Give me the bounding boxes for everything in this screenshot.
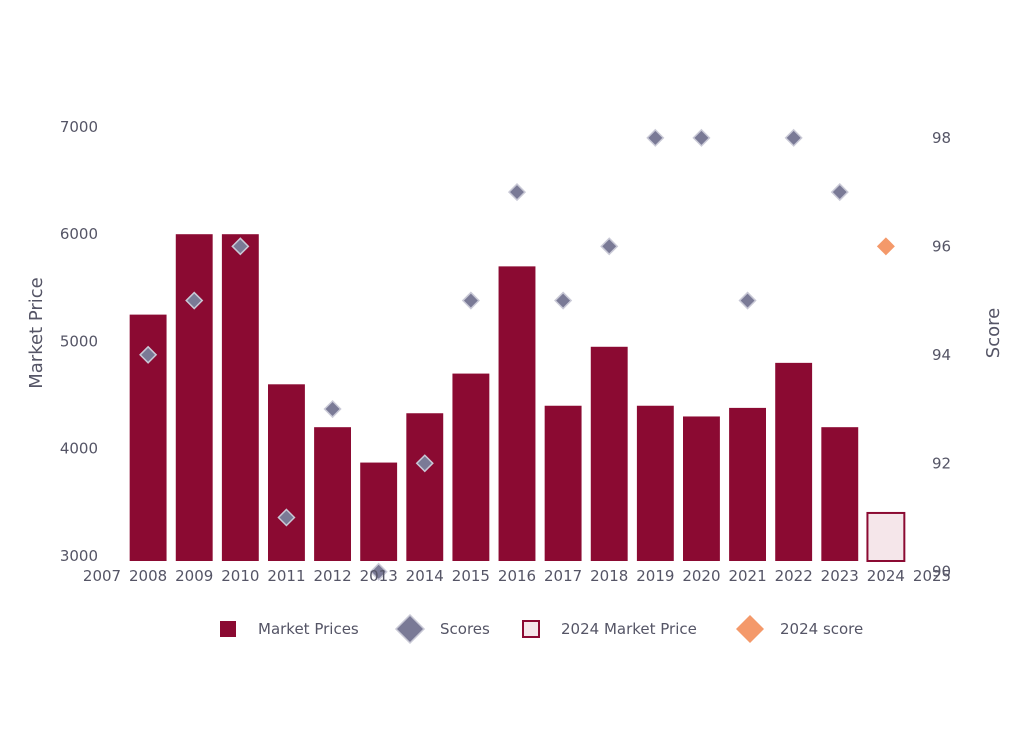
point-2024-score-2024 <box>876 237 895 256</box>
y-tick-label: 4000 <box>60 440 98 458</box>
y2-tick-label: 94 <box>932 346 951 364</box>
legend-label-scores: Scores <box>440 620 490 638</box>
bar-market-prices-2009 <box>175 234 213 562</box>
x-tick-label: 2023 <box>821 567 859 585</box>
point-scores-2020 <box>692 128 711 147</box>
x-tick-label: 2018 <box>590 567 628 585</box>
x-tick-label: 2007 <box>83 567 121 585</box>
x-tick-label: 2017 <box>544 567 582 585</box>
bar-market-prices-2011 <box>268 384 305 561</box>
x-tick-label: 2009 <box>175 567 213 585</box>
point-scores-2011 <box>277 508 296 527</box>
x-tick-label: 2015 <box>452 567 490 585</box>
legend-label-market-prices: Market Prices <box>258 620 359 638</box>
legend-swatch-2024-score <box>736 615 764 643</box>
bar-market-prices-2010 <box>221 234 259 562</box>
x-tick-label: 2019 <box>636 567 674 585</box>
point-scores-2010 <box>231 237 250 256</box>
y-axis-title: Market Price <box>26 277 47 389</box>
bar-market-prices-2022 <box>775 362 813 561</box>
bar-market-prices-2013 <box>360 462 398 561</box>
x-axis: 2007 2008 2009 2010 2011 2012 2013 2014 2015 2016… <box>83 567 951 585</box>
y2-tick-label: 96 <box>932 237 951 255</box>
legend-swatch-scores <box>394 613 426 645</box>
bar-market-prices-2016 <box>498 266 536 561</box>
y2-tick-label: 98 <box>932 129 951 147</box>
legend-swatch-market-prices <box>220 621 236 637</box>
bar-market-prices-2021 <box>729 407 766 561</box>
point-scores-2019 <box>646 128 665 147</box>
point-scores-2008 <box>139 345 158 364</box>
y-tick-label: 7000 <box>60 118 98 136</box>
point-scores-2022 <box>784 128 803 147</box>
x-tick-label: 2012 <box>313 567 351 585</box>
y2-tick-label: 92 <box>932 454 951 472</box>
y-axis-right: 90 92 94 96 98 <box>932 129 951 581</box>
x-tick-label: 2013 <box>360 567 398 585</box>
x-tick-label: 2022 <box>775 567 813 585</box>
point-scores-2016 <box>507 183 527 202</box>
legend-label-2024-score: 2024 score <box>780 620 863 638</box>
point-scores-2015 <box>461 291 480 310</box>
point-scores-2012 <box>323 399 342 419</box>
x-tick-label: 2010 <box>221 567 259 585</box>
x-tick-label: 2014 <box>406 567 444 585</box>
markers-layer <box>139 128 895 581</box>
x-tick-label: 2011 <box>267 567 305 585</box>
x-tick-label: 2008 <box>129 567 167 585</box>
bar-market-prices-2014 <box>406 413 444 561</box>
y2-tick-label: 90 <box>932 563 951 581</box>
bar-market-prices-2023 <box>821 427 859 561</box>
x-tick-label: 2016 <box>498 567 536 585</box>
bar-market-prices-2017 <box>544 405 582 561</box>
y-tick-label: 5000 <box>60 332 98 350</box>
point-scores-2018 <box>600 237 619 256</box>
bars-layer <box>129 234 906 563</box>
point-scores-2009 <box>185 291 204 310</box>
y-axis-left: 3000 4000 5000 6000 7000 <box>60 118 98 565</box>
point-scores-2014 <box>415 454 434 473</box>
x-tick-label: 2020 <box>682 567 720 585</box>
legend-swatch-2024-market-price <box>522 620 540 638</box>
legend-label-2024-market-price: 2024 Market Price <box>561 620 697 638</box>
legend: Market Prices Scores 2024 Market Price 2024… <box>220 613 863 645</box>
x-tick-label: 2021 <box>728 567 766 585</box>
point-scores-2017 <box>554 291 573 310</box>
point-scores-2021 <box>738 291 757 310</box>
point-scores-2023 <box>830 183 849 202</box>
y2-axis-title: Score <box>983 308 1004 358</box>
y-tick-label: 3000 <box>60 547 98 565</box>
bar-market-prices-2015 <box>452 373 490 561</box>
y-tick-label: 6000 <box>60 225 98 243</box>
bar-2024-market-price-2024 <box>866 511 906 563</box>
x-tick-label: 2025 <box>913 567 951 585</box>
bar-market-prices-2012 <box>314 427 351 561</box>
point-scores-2013 <box>369 562 388 581</box>
bar-market-prices-2020 <box>683 416 720 561</box>
bar-market-prices-2019 <box>636 405 674 561</box>
x-tick-label: 2024 <box>867 567 905 585</box>
bar-market-prices-2018 <box>590 346 628 561</box>
